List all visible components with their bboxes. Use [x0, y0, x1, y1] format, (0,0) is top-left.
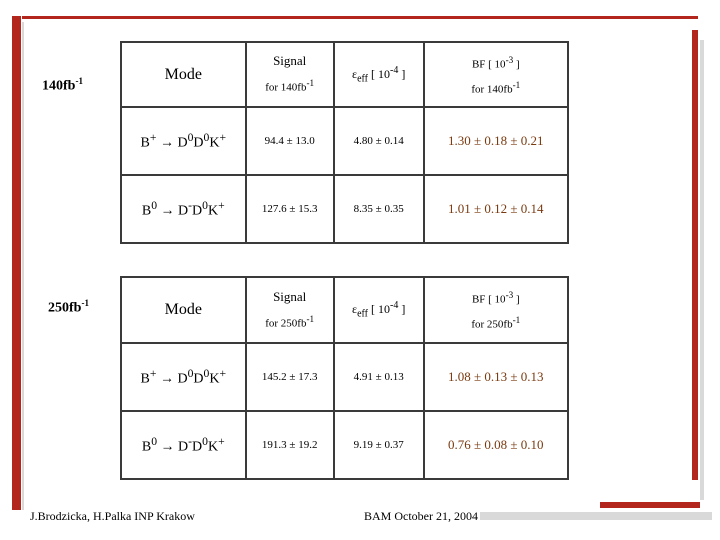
table-row: B0 → D-D0K+ 127.6 ± 15.3 8.35 ± 0.35 1.0… — [120, 174, 570, 244]
frame-left-shadow — [22, 22, 24, 510]
frame-bottom-bar — [600, 502, 700, 508]
signal-value: 127.6 ± 15.3 — [244, 174, 335, 244]
header-efficiency: εeff [ 10-4 ] — [332, 276, 425, 344]
results-table-250: Mode Signal for 250fb-1 εeff [ 10-4 ] BF… — [120, 276, 570, 480]
frame-left-bar — [12, 16, 21, 510]
header-mode: Mode — [120, 276, 247, 344]
header-branching-fraction: BF [ 10-3 ] for 250fb-1 — [422, 276, 570, 344]
signal-value: 94.4 ± 13.0 — [244, 106, 335, 176]
decay-mode: B0 → D-D0K+ — [120, 174, 247, 244]
header-branching-fraction: BF [ 10-3 ] for 140fb-1 — [422, 41, 570, 108]
header-efficiency: εeff [ 10-4 ] — [332, 41, 425, 108]
signal-value: 191.3 ± 19.2 — [244, 410, 335, 480]
header-mode: Mode — [120, 41, 247, 108]
table-row: B+ → D0D0K+ 94.4 ± 13.0 4.80 ± 0.14 1.30… — [120, 106, 570, 176]
header-signal: Signal for 250fb-1 — [244, 276, 335, 344]
decay-mode: B+ → D0D0K+ — [120, 342, 247, 412]
frame-right-shadow — [700, 40, 704, 500]
efficiency-value: 9.19 ± 0.37 — [332, 410, 425, 480]
luminosity-label-250: 250fb-1 — [48, 298, 89, 316]
table-row: B0 → D-D0K+ 191.3 ± 19.2 9.19 ± 0.37 0.7… — [120, 410, 570, 480]
table-header-row: Mode Signal for 250fb-1 εeff [ 10-4 ] BF… — [120, 276, 570, 344]
efficiency-value: 4.80 ± 0.14 — [332, 106, 425, 176]
branching-fraction-value: 1.08 ± 0.13 ± 0.13 — [422, 342, 570, 412]
footer-authors: J.Brodzicka, H.Palka INP Krakow — [30, 509, 195, 523]
footer-event-date: BAM October 21, 2004 — [364, 509, 478, 523]
signal-value: 145.2 ± 17.3 — [244, 342, 335, 412]
frame-top-bar — [22, 16, 698, 19]
efficiency-value: 4.91 ± 0.13 — [332, 342, 425, 412]
table-header-row: Mode Signal for 140fb-1 εeff [ 10-4 ] BF… — [120, 41, 570, 108]
branching-fraction-value: 1.30 ± 0.18 ± 0.21 — [422, 106, 570, 176]
header-signal: Signal for 140fb-1 — [244, 41, 335, 108]
luminosity-label-140: 140fb-1 — [42, 76, 83, 94]
frame-bottom-shadow — [480, 512, 712, 520]
efficiency-value: 8.35 ± 0.35 — [332, 174, 425, 244]
decay-mode: B+ → D0D0K+ — [120, 106, 247, 176]
decay-mode: B0 → D-D0K+ — [120, 410, 247, 480]
results-table-140: Mode Signal for 140fb-1 εeff [ 10-4 ] BF… — [120, 41, 570, 244]
branching-fraction-value: 0.76 ± 0.08 ± 0.10 — [422, 410, 570, 480]
frame-right-bar — [692, 30, 698, 480]
branching-fraction-value: 1.01 ± 0.12 ± 0.14 — [422, 174, 570, 244]
table-row: B+ → D0D0K+ 145.2 ± 17.3 4.91 ± 0.13 1.0… — [120, 342, 570, 412]
